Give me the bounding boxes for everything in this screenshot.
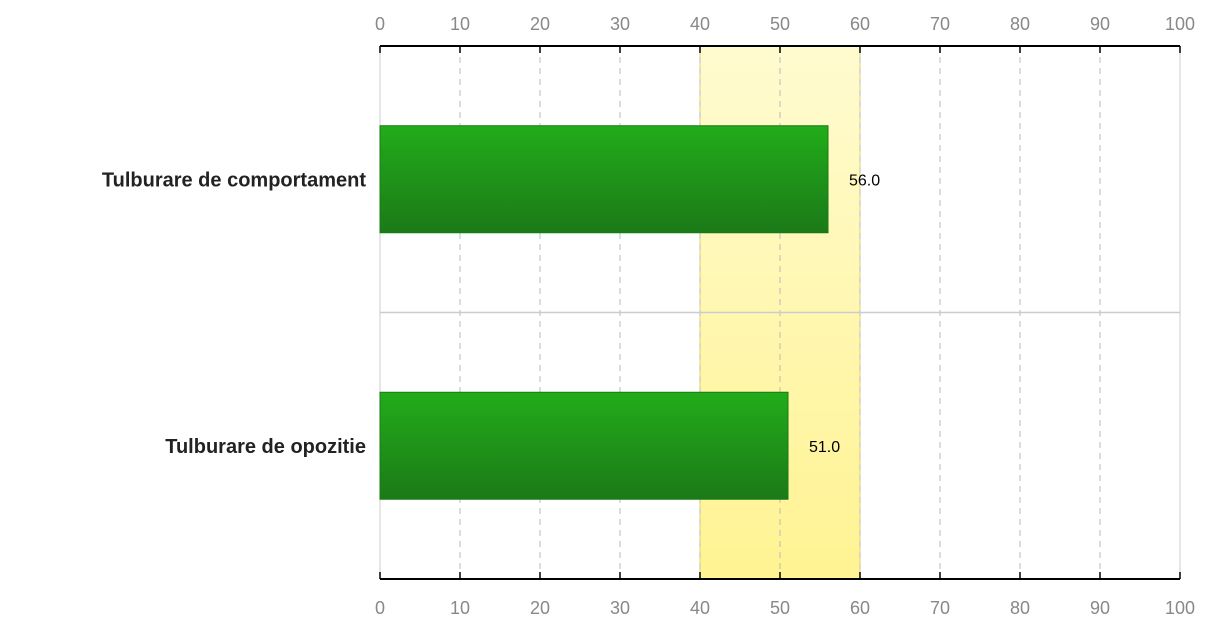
top-tick-label-10: 10: [450, 14, 470, 34]
bottom-tick-label-50: 50: [770, 598, 790, 618]
category-label-0: Tulburare de comportament: [102, 169, 366, 191]
top-tick-label-20: 20: [530, 14, 550, 34]
top-tick-label-80: 80: [1010, 14, 1030, 34]
top-tick-label-70: 70: [930, 14, 950, 34]
bottom-tick-label-20: 20: [530, 598, 550, 618]
bottom-tick-label-60: 60: [850, 598, 870, 618]
top-tick-label-60: 60: [850, 14, 870, 34]
bottom-tick-label-90: 90: [1090, 598, 1110, 618]
bottom-tick-label-0: 0: [375, 598, 385, 618]
bottom-tick-label-80: 80: [1010, 598, 1030, 618]
bar-1: [379, 391, 789, 500]
top-tick-label-40: 40: [690, 14, 710, 34]
bottom-tick-label-30: 30: [610, 598, 630, 618]
bottom-tick-label-40: 40: [690, 598, 710, 618]
top-tick-label-100: 100: [1165, 14, 1195, 34]
top-tick-label-0: 0: [375, 14, 385, 34]
bottom-tick-label-70: 70: [930, 598, 950, 618]
bottom-tick-label-10: 10: [450, 598, 470, 618]
top-tick-label-30: 30: [610, 14, 630, 34]
value-label-1: 51.0: [809, 439, 840, 456]
bottom-tick-label-100: 100: [1165, 598, 1195, 618]
bar-0: [379, 125, 829, 234]
value-label-0: 56.0: [849, 172, 880, 189]
top-tick-label-50: 50: [770, 14, 790, 34]
category-label-1: Tulburare de opozitie: [165, 436, 366, 458]
top-tick-label-90: 90: [1090, 14, 1110, 34]
